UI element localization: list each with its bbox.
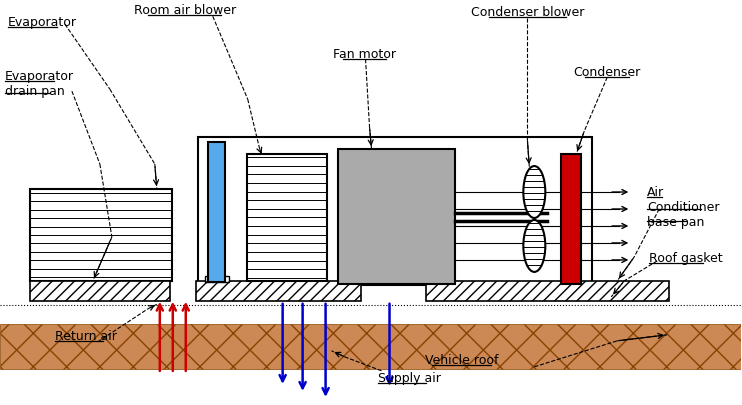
- Text: Evaporator
drain pan: Evaporator drain pan: [5, 70, 74, 98]
- Text: Air
Conditioner
base pan: Air Conditioner base pan: [647, 185, 720, 228]
- Text: Fan motor: Fan motor: [333, 48, 396, 61]
- Ellipse shape: [523, 220, 545, 272]
- Text: Room air blower: Room air blower: [134, 4, 236, 17]
- Text: Roof gasket: Roof gasket: [649, 252, 723, 264]
- Bar: [427, 281, 669, 301]
- Bar: [561, 155, 581, 284]
- Bar: [246, 155, 326, 281]
- Text: Condenser: Condenser: [574, 66, 641, 79]
- Text: Supply air: Supply air: [378, 371, 441, 384]
- Bar: [30, 190, 172, 281]
- Text: Vehicle roof: Vehicle roof: [424, 353, 498, 366]
- Bar: [0, 324, 741, 369]
- Bar: [196, 281, 361, 301]
- Bar: [208, 143, 225, 282]
- Bar: [198, 138, 592, 285]
- Bar: [30, 281, 170, 301]
- Ellipse shape: [523, 166, 545, 218]
- Text: Evaporator: Evaporator: [8, 16, 77, 29]
- Bar: [205, 276, 229, 282]
- Bar: [338, 150, 456, 284]
- Text: Return air: Return air: [55, 329, 116, 342]
- Text: Condenser blower: Condenser blower: [470, 6, 584, 19]
